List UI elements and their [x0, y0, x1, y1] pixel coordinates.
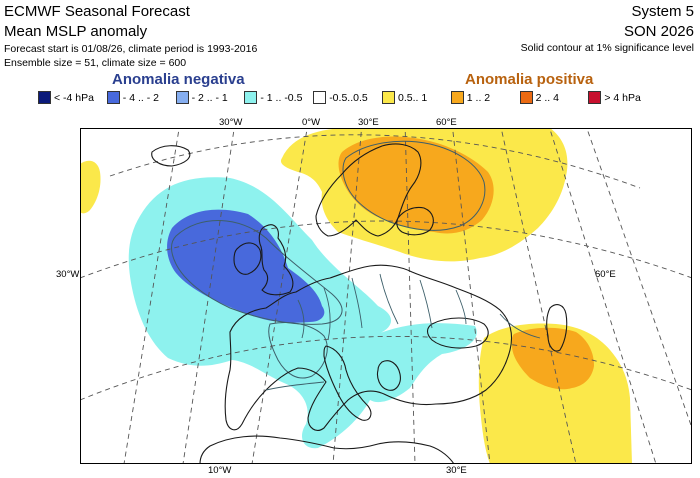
legend-item: < -4 hPa — [38, 91, 107, 104]
positive-anomaly-medium-southeast-region — [512, 327, 594, 390]
legend-item: > 4 hPa — [588, 91, 657, 104]
country-borders — [265, 273, 541, 391]
legend-label: 1 .. 2 — [466, 91, 491, 104]
legend-swatch — [175, 91, 189, 104]
significance-contour-south — [268, 322, 328, 379]
ensemble-size-info: Ensemble size = 51, climate size = 600 — [4, 57, 187, 69]
legend-swatch — [313, 91, 327, 104]
map-frame — [80, 128, 692, 464]
map-subtitle: Mean MSLP anomaly — [4, 23, 148, 40]
legend-swatch — [38, 91, 51, 104]
coast-ireland — [233, 242, 262, 275]
coast-iceland — [151, 145, 191, 167]
right-label-60e: 60°E — [595, 269, 616, 280]
legend-item: - 2 .. - 1 — [175, 91, 245, 104]
legend-label: 2 .. 4 — [535, 91, 559, 104]
negative-anomaly-heading: Anomalia negativa — [112, 71, 245, 88]
anomaly-map — [80, 128, 692, 464]
bottom-label-30e: 30°E — [446, 465, 467, 476]
legend-label: 0.5.. 1 — [397, 91, 428, 104]
positive-anomaly-light-edge-region — [80, 160, 101, 214]
legend-label: - 1 .. -0.5 — [260, 91, 303, 104]
legend-label: -0.5..0.5 — [329, 91, 368, 104]
legend-item: - 1 .. -0.5 — [244, 91, 313, 104]
legend-swatch — [519, 91, 533, 104]
significance-note: Solid contour at 1% significance level — [520, 42, 694, 54]
legend-item: 2 .. 4 — [519, 91, 589, 104]
top-label-30e: 30°E — [358, 117, 379, 128]
legend-swatch — [450, 91, 464, 104]
legend-label: < -4 hPa — [54, 91, 94, 104]
coast-scandinavia — [315, 143, 422, 237]
coast-black-sea — [426, 317, 489, 349]
coast-greece — [376, 360, 401, 391]
positive-anomaly-medium-north-region — [338, 136, 494, 234]
legend-label: - 4 .. - 2 — [122, 91, 159, 104]
legend-swatch — [381, 91, 395, 104]
bottom-label-10w: 10°W — [208, 465, 232, 476]
top-label-60e: 60°E — [436, 117, 457, 128]
coast-great-britain — [258, 224, 294, 296]
map-panel — [80, 128, 692, 464]
system-label: System 5 — [631, 3, 694, 20]
coast-baltic-finland — [396, 206, 434, 236]
significance-contours — [171, 140, 486, 379]
positive-anomaly-heading: Anomalia positiva — [465, 71, 594, 88]
legend-swatch — [588, 91, 602, 104]
significance-contour-north — [342, 140, 486, 231]
coastlines — [151, 143, 568, 464]
season-label: SON 2026 — [623, 23, 694, 40]
top-label-0: 0°W — [302, 117, 321, 128]
map-title: ECMWF Seasonal Forecast — [4, 3, 190, 20]
top-label-30w: 30°W — [219, 117, 243, 128]
legend-label: - 2 .. - 1 — [191, 91, 228, 104]
coast-italy — [323, 345, 372, 421]
legend-item: 1 .. 2 — [450, 91, 520, 104]
coast-continental-europe — [224, 264, 513, 431]
legend-label: > 4 hPa — [604, 91, 641, 104]
legend-item: -0.5..0.5 — [313, 91, 382, 104]
legend-swatch — [106, 91, 120, 104]
forecast-start-info: Forecast start is 01/08/26, climate peri… — [4, 43, 258, 55]
legend-item: 0.5.. 1 — [381, 91, 451, 104]
color-legend: < -4 hPa - 4 .. - 2 - 2 .. - 1 - 1 .. -0.5 -… — [38, 91, 657, 104]
coast-caspian-sea — [546, 304, 568, 352]
legend-swatch — [244, 91, 258, 104]
left-label-30w: 30°W — [56, 269, 80, 280]
significance-contour-west — [171, 220, 343, 325]
coast-north-africa — [199, 435, 455, 464]
legend-item: - 4 .. - 2 — [106, 91, 176, 104]
